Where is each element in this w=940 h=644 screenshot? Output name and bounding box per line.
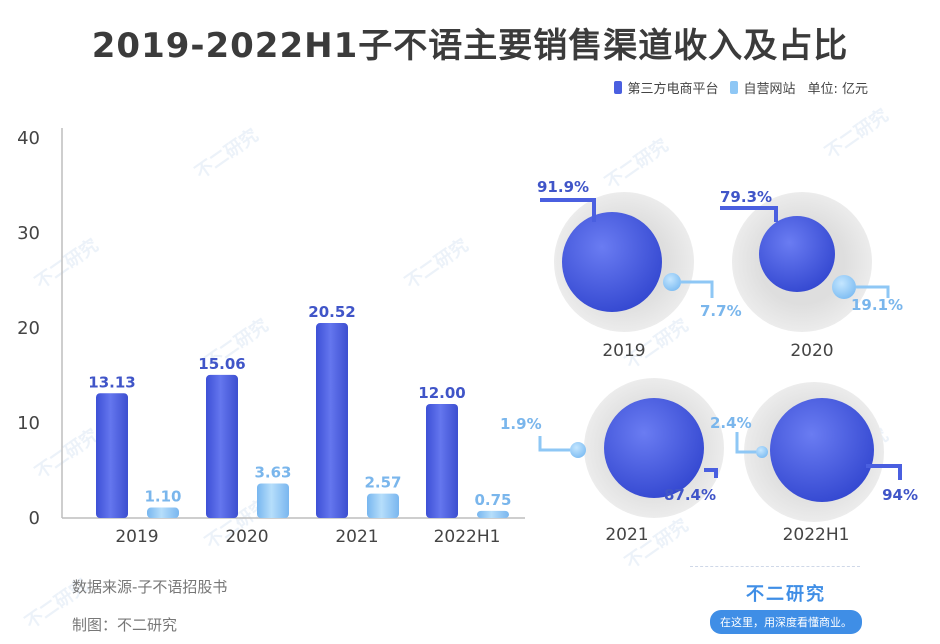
legend-item-series2: 自营网站 bbox=[730, 78, 795, 97]
bar-value-label-series2: 0.75 bbox=[474, 491, 511, 509]
share-label-series2: 19.1% bbox=[851, 296, 903, 314]
brand-tagline: 在这里，用深度看懂商业。 bbox=[710, 610, 862, 634]
share-leader-series2 bbox=[680, 280, 714, 298]
bar-series2 bbox=[257, 483, 289, 518]
share-year-label: 2022H1 bbox=[783, 525, 850, 545]
y-tick-label: 20 bbox=[17, 318, 40, 339]
x-tick-label: 2019 bbox=[115, 527, 158, 547]
share-label-series1: 91.9% bbox=[537, 178, 589, 196]
share-label-series1: 79.3% bbox=[720, 188, 772, 206]
bar-value-label-series1: 15.06 bbox=[198, 355, 245, 373]
bar-value-label-series2: 2.57 bbox=[364, 474, 401, 492]
y-tick-label: 30 bbox=[17, 223, 40, 244]
share-label-series1: 94% bbox=[882, 486, 918, 504]
bar-series1 bbox=[316, 323, 348, 518]
y-tick-label: 0 bbox=[29, 508, 40, 529]
share-bubble-series2 bbox=[570, 442, 586, 458]
bar-series1 bbox=[206, 374, 238, 518]
data-source: 数据来源-子不语招股书 bbox=[72, 578, 228, 596]
legend-swatch-series2 bbox=[730, 81, 739, 94]
share-year-label: 2021 bbox=[605, 525, 648, 545]
y-tick-label: 40 bbox=[17, 128, 40, 149]
bar-series2 bbox=[147, 507, 179, 518]
x-tick-label: 2021 bbox=[335, 527, 378, 547]
share-year-label: 2019 bbox=[602, 341, 645, 361]
x-tick-label: 2020 bbox=[225, 527, 268, 547]
chart-title: 2019-2022H1子不语主要销售渠道收入及占比 bbox=[91, 26, 849, 66]
share-leader-series2 bbox=[735, 432, 756, 454]
share-year-label: 2020 bbox=[790, 341, 833, 361]
share-leader-series1 bbox=[720, 206, 778, 222]
bar-series2 bbox=[477, 510, 509, 518]
footer-divider bbox=[690, 566, 860, 567]
x-tick-label: 2022H1 bbox=[434, 527, 501, 547]
share-leader-series2 bbox=[538, 436, 570, 452]
share-leader-series1 bbox=[540, 198, 596, 222]
share-label-series1: 87.4% bbox=[664, 486, 716, 504]
bar-series2 bbox=[367, 493, 399, 518]
share-bubble-series1 bbox=[604, 398, 704, 498]
share-bubble-series1 bbox=[759, 216, 835, 292]
bar-series1 bbox=[426, 404, 458, 518]
unit-label: 单位: 亿元 bbox=[807, 82, 868, 97]
legend-item-series1: 第三方电商平台 bbox=[614, 78, 718, 97]
share-label-series2: 2.4% bbox=[710, 414, 752, 432]
chart-maker: 制图：不二研究 bbox=[72, 616, 178, 634]
bar-value-label-series1: 20.52 bbox=[308, 303, 355, 321]
bars: 13.13 1.10 2019 15.06 3.63 2020 20.52 2.57 2021 1… bbox=[88, 303, 511, 547]
share-bubble-series2 bbox=[756, 446, 768, 458]
legend-label-series2: 自营网站 bbox=[743, 82, 796, 97]
share-leader-series2 bbox=[856, 285, 890, 298]
legend-swatch-series1 bbox=[614, 81, 623, 94]
bar-value-label-series1: 12.00 bbox=[418, 384, 465, 402]
share-leader-series1 bbox=[704, 468, 718, 478]
legend-label-series1: 第三方电商平台 bbox=[627, 82, 719, 97]
y-tick-label: 10 bbox=[17, 413, 40, 434]
share-bubble-series2 bbox=[663, 273, 681, 291]
share-bubble-series1 bbox=[562, 212, 662, 312]
brand-name: 不二研究 bbox=[746, 584, 826, 605]
bar-value-label-series2: 1.10 bbox=[144, 488, 181, 506]
bar-value-label-series2: 3.63 bbox=[254, 464, 291, 482]
share-label-series2: 1.9% bbox=[500, 415, 542, 433]
bar-value-label-series1: 13.13 bbox=[88, 373, 135, 391]
brand-logo: 不二研究 在这里，用深度看懂商业。 bbox=[706, 580, 866, 634]
legend: 第三方电商平台 自营网站 单位: 亿元 bbox=[614, 78, 868, 97]
share-label-series2: 7.7% bbox=[700, 302, 742, 320]
share-bubble-series2 bbox=[832, 275, 856, 299]
bar-series1 bbox=[96, 393, 128, 518]
share-bubble-series1 bbox=[770, 398, 874, 502]
bubble-panels: 91.9% 7.7% 2019 79.3% 19.1% 2020 87.4% 1.9% 2021… bbox=[500, 178, 918, 545]
share-leader-series1 bbox=[866, 464, 902, 480]
axes: 0 10 20 30 40 bbox=[17, 128, 525, 529]
